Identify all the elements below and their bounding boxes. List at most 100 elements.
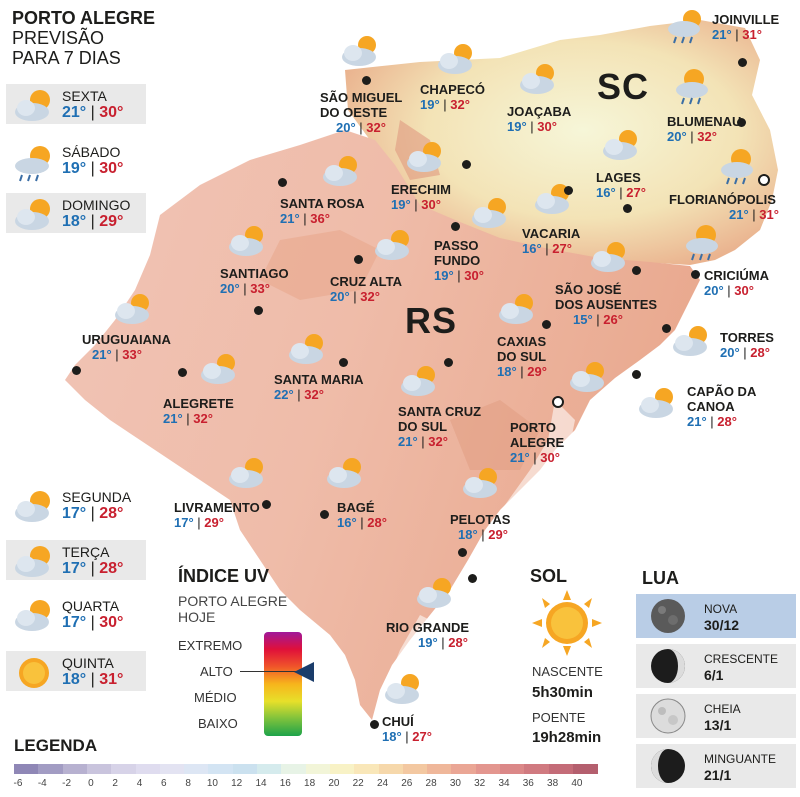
uv-gradient-bar [264, 632, 302, 736]
legend-value: 0 [88, 778, 94, 789]
legend-swatch [257, 764, 282, 774]
forecast-card: QUARTA 17° | 30° [6, 594, 146, 634]
moon-phase-name: MINGUANTE [704, 752, 776, 766]
uv-level-label: ALTO [200, 664, 233, 679]
legend-swatch [159, 764, 185, 774]
partly-cloudy-icon [673, 326, 707, 356]
city-marker [737, 118, 746, 127]
partly-cloudy-icon [323, 156, 357, 186]
uv-panel: ÍNDICE UV PORTO ALEGRE HOJE [178, 566, 287, 625]
legend-swatch [38, 764, 64, 774]
city-marker [262, 500, 271, 509]
legend-value: 30 [449, 778, 461, 789]
sun-icon [532, 590, 602, 656]
partly-cloudy-icon [201, 354, 235, 384]
legend-swatch [451, 764, 477, 774]
partly-cloudy-icon [499, 294, 533, 324]
day-name: SEGUNDA [62, 489, 132, 505]
city-vacaria: VACARIA 16° | 27° [522, 226, 581, 256]
day-temps: 18° | 29° [62, 213, 124, 230]
city-marker [738, 58, 747, 67]
full-moon-icon [650, 698, 686, 734]
forecast-card: SÁBADO 19° | 30° [6, 140, 146, 182]
city-alegrete: ALEGRETE 21° | 32° [163, 396, 234, 426]
city-santiago: SANTIAGO 20° | 33° [220, 266, 289, 296]
legend-value: 26 [401, 778, 413, 789]
city-marker [370, 720, 379, 729]
city-torres: TORRES 20° | 28° [720, 330, 774, 360]
partly-cloudy-icon [472, 198, 506, 228]
partly-cloudy-icon [603, 130, 637, 160]
city-chui: CHUÍ 18° | 27° [382, 714, 432, 744]
sunrise-time: 5h30min [532, 684, 593, 701]
partly-cloudy-icon [342, 36, 376, 66]
city-chapeco: CHAPECÓ 19° | 32° [420, 82, 486, 112]
sun-rain-icon [686, 225, 718, 261]
city-joacaba: JOAÇABA 19° | 30° [507, 104, 572, 134]
partly-cloudy-icon [520, 64, 554, 94]
legend-value: -4 [37, 778, 47, 789]
city-capao: CAPÃO DA CANOA 21° | 28° [687, 384, 757, 429]
moon-phase-card: NOVA 30/12 [636, 594, 796, 638]
moon-phase-card: CHEIA 13/1 [636, 694, 796, 738]
legend-value: 8 [185, 778, 191, 789]
legend-value: 18 [304, 778, 316, 789]
legend-swatch [281, 764, 307, 774]
legend-title: LEGENDA [14, 736, 98, 755]
legend-swatch [378, 764, 404, 774]
sun-rain-icon [668, 10, 701, 44]
moon-phase-card: CRESCENTE 6/1 [636, 644, 796, 688]
day-name: DOMINGO [62, 197, 131, 213]
partly-cloudy-icon [115, 294, 149, 324]
uv-level-label: BAIXO [198, 716, 238, 731]
partly-cloudy-icon [229, 458, 263, 488]
partly-cloudy-icon [385, 674, 419, 704]
uv-level-label: EXTREMO [178, 638, 243, 653]
header: PORTO ALEGRE PREVISÃO PARA 7 DIAS [12, 8, 155, 68]
day-name: SÁBADO [62, 144, 121, 160]
city-erechim: ERECHIM 19° | 30° [391, 182, 451, 212]
warm-patch [450, 400, 540, 470]
legend-value: 12 [231, 778, 243, 789]
city-marker [623, 204, 632, 213]
moon-phase-date: 21/1 [704, 767, 732, 783]
page-subtitle: PARA 7 DIAS [12, 48, 121, 68]
state-label-sc: SC [597, 66, 650, 107]
uv-when: HOJE [178, 609, 216, 625]
moon-phase-name: CRESCENTE [704, 652, 779, 666]
legend-value: 22 [352, 778, 364, 789]
sun-rain-icon [15, 146, 50, 182]
day-name: TERÇA [62, 544, 110, 560]
city-marker [444, 358, 453, 367]
capital-marker [758, 174, 770, 186]
city-marker [451, 222, 460, 231]
partly-cloudy-icon [438, 44, 472, 74]
legend-value: 4 [136, 778, 143, 789]
day-name: QUINTA [62, 655, 114, 671]
city-marker [458, 548, 467, 557]
city-santa-cruz: SANTA CRUZ DO SUL 21° | 32° [398, 404, 482, 449]
city-florianopolis: FLORIANÓPOLIS 21° | 31° [669, 192, 779, 222]
city-marker [278, 178, 287, 187]
partly-cloudy-icon [407, 142, 441, 172]
city-criciuma: CRICIÚMA 20° | 30° [704, 268, 769, 298]
legend-swatch [572, 764, 598, 774]
partly-cloudy-icon [15, 491, 50, 522]
sun-rain-icon [676, 69, 708, 105]
city-marker [339, 358, 348, 367]
uv-place: PORTO ALEGRE [178, 593, 288, 609]
city-marker [320, 510, 329, 519]
partly-cloudy-icon [463, 468, 497, 498]
city-blumenau: BLUMENAU 20° | 32° [667, 114, 742, 144]
city-santa-rosa: SANTA ROSA 21° | 36° [280, 196, 365, 226]
lagoon [388, 615, 440, 690]
uv-level-label: MÉDIO [194, 690, 237, 705]
page-subtitle: PREVISÃO [12, 28, 105, 48]
legend-swatch [500, 764, 525, 774]
legend-value: 24 [376, 778, 389, 789]
city-livramento: LIVRAMENTO 17° | 29° [174, 500, 260, 530]
legend-swatch [208, 764, 234, 774]
legend-swatch [14, 764, 39, 774]
city-marker [354, 255, 363, 264]
